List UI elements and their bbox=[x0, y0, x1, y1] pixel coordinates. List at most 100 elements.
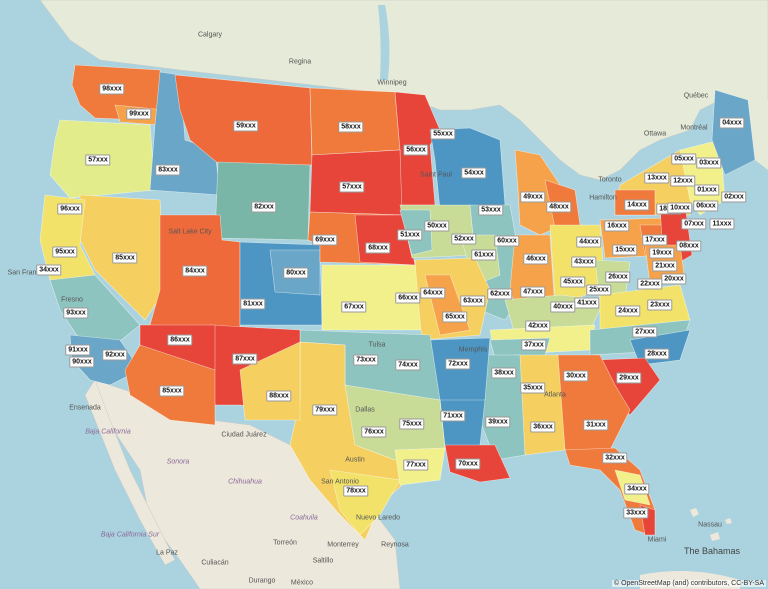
zip-region-label[interactable]: 65xxx bbox=[442, 311, 468, 323]
zip-region-label[interactable]: 05xxx bbox=[671, 153, 697, 165]
zip-region-label[interactable]: 12xxx bbox=[670, 175, 696, 187]
zip-region-label[interactable]: 08xxx bbox=[676, 240, 702, 252]
zip-region-label[interactable]: 04xxx bbox=[719, 117, 745, 129]
zip-region-label[interactable]: 42xxx bbox=[525, 320, 551, 332]
zip-region-label[interactable]: 22xxx bbox=[637, 278, 663, 290]
zip-region-label[interactable]: 44xxx bbox=[576, 236, 602, 248]
zip-region-label[interactable]: 79xxx bbox=[312, 404, 338, 416]
zip-region-label[interactable]: 61xxx bbox=[471, 249, 497, 261]
zip-region-label[interactable]: 06xxx bbox=[693, 200, 719, 212]
zip-region-label[interactable]: 21xxx bbox=[652, 260, 678, 272]
map-attribution[interactable]: © OpenStreetMap (and) contributors, CC-B… bbox=[611, 580, 766, 587]
zip-region-label[interactable]: 10xxx bbox=[667, 202, 693, 214]
zip-region-label[interactable]: 39xxx bbox=[485, 416, 511, 428]
zip-region-label[interactable]: 41xxx bbox=[574, 297, 600, 309]
zip-region-label[interactable]: 77xxx bbox=[403, 459, 429, 471]
zip-region-label[interactable]: 57xxx bbox=[85, 154, 111, 166]
zip-region-label[interactable]: 13xxx bbox=[644, 172, 670, 184]
zip-region-label[interactable]: 53xxx bbox=[478, 204, 504, 216]
zip-region-label[interactable]: 57xxx bbox=[339, 181, 365, 193]
zip-region-label[interactable]: 58xxx bbox=[338, 121, 364, 133]
zip-region-label[interactable]: 52xxx bbox=[451, 233, 477, 245]
place-name-label: Ciudad Juárez bbox=[221, 431, 267, 439]
zip-region-label[interactable]: 81xxx bbox=[240, 298, 266, 310]
zip-region-label[interactable]: 43xxx bbox=[571, 256, 597, 268]
zip-region-label[interactable]: 74xxx bbox=[395, 359, 421, 371]
zip-region-label[interactable]: 85xxx bbox=[159, 385, 185, 397]
zip-region-label[interactable]: 35xxx bbox=[520, 382, 546, 394]
zip-region-label[interactable]: 20xxx bbox=[661, 273, 687, 285]
zip-region-label[interactable]: 99xxx bbox=[126, 108, 152, 120]
zip-region-label[interactable]: 15xxx bbox=[612, 244, 638, 256]
zip-region-label[interactable]: 33xxx bbox=[623, 507, 649, 519]
zip-region-label[interactable]: 29xxx bbox=[616, 372, 642, 384]
zip-region-label[interactable]: 67xxx bbox=[341, 301, 367, 313]
zip-region-label[interactable]: 55xxx bbox=[430, 128, 456, 140]
zip-region-label[interactable]: 69xxx bbox=[312, 234, 338, 246]
zip-region-label[interactable]: 28xxx bbox=[644, 348, 670, 360]
zip-region-label[interactable]: 84xxx bbox=[182, 265, 208, 277]
zip-region-label[interactable]: 80xxx bbox=[283, 267, 309, 279]
zip-region-label[interactable]: 86xxx bbox=[167, 334, 193, 346]
zip-region-label[interactable]: 23xxx bbox=[647, 299, 673, 311]
zip-region-label[interactable]: 01xxx bbox=[694, 184, 720, 196]
zip-region-label[interactable]: 85xxx bbox=[112, 252, 138, 264]
zip-region-label[interactable]: 87xxx bbox=[232, 353, 258, 365]
zip-region-label[interactable]: 91xxx bbox=[65, 344, 91, 356]
zip-region-label[interactable]: 40xxx bbox=[550, 301, 576, 313]
zip-region-label[interactable]: 24xxx bbox=[615, 305, 641, 317]
zip-region-label[interactable]: 37xxx bbox=[521, 339, 547, 351]
zip-region-label[interactable]: 26xxx bbox=[605, 271, 631, 283]
zip-region-label[interactable]: 46xxx bbox=[523, 253, 549, 265]
zip-region-label[interactable]: 92xxx bbox=[102, 349, 128, 361]
zip-region-label[interactable]: 49xxx bbox=[520, 191, 546, 203]
zip-region-label[interactable]: 14xxx bbox=[624, 199, 650, 211]
zip-region-label[interactable]: 88xxx bbox=[266, 390, 292, 402]
zip-region-label[interactable]: 19xxx bbox=[649, 247, 675, 259]
zip-region-label[interactable]: 02xxx bbox=[721, 191, 747, 203]
zip-region-label[interactable]: 96xxx bbox=[57, 203, 83, 215]
zip-region-label[interactable]: 03xxx bbox=[696, 157, 722, 169]
zip-region-label[interactable]: 25xxx bbox=[586, 284, 612, 296]
zip-region-label[interactable]: 75xxx bbox=[399, 418, 425, 430]
zip-region-label[interactable]: 72xxx bbox=[445, 358, 471, 370]
zip-region-label[interactable]: 59xxx bbox=[233, 120, 259, 132]
zip-region-label[interactable]: 27xxx bbox=[632, 326, 658, 338]
zip-region-label[interactable]: 66xxx bbox=[395, 292, 421, 304]
zip-region-label[interactable]: 93xxx bbox=[63, 307, 89, 319]
zip-region-label[interactable]: 95xxx bbox=[52, 246, 78, 258]
zip-region-label[interactable]: 78xxx bbox=[343, 485, 369, 497]
zip-region-label[interactable]: 16xxx bbox=[604, 220, 630, 232]
zip-region-label[interactable]: 98xxx bbox=[99, 83, 125, 95]
zip-region-label[interactable]: 62xxx bbox=[487, 288, 513, 300]
zip-region-label[interactable]: 71xxx bbox=[440, 410, 466, 422]
zip-region-label[interactable]: 30xxx bbox=[563, 370, 589, 382]
zip-region-label[interactable]: 51xxx bbox=[397, 229, 423, 241]
zip-region-label[interactable]: 68xxx bbox=[365, 242, 391, 254]
zip-region-label[interactable]: 70xxx bbox=[455, 458, 481, 470]
zip-region-label[interactable]: 07xxx bbox=[681, 218, 707, 230]
zip-region-label[interactable]: 83xxx bbox=[155, 164, 181, 176]
zip-region-label[interactable]: 73xxx bbox=[353, 354, 379, 366]
zip-region-label[interactable]: 36xxx bbox=[530, 421, 556, 433]
zip-region-label[interactable]: 48xxx bbox=[546, 201, 572, 213]
zip-region-label[interactable]: 45xxx bbox=[560, 276, 586, 288]
zip-region-label[interactable]: 63xxx bbox=[460, 295, 486, 307]
zip-region-label[interactable]: 34xxx bbox=[624, 483, 650, 495]
zip-region-label[interactable]: 47xxx bbox=[520, 286, 546, 298]
zip-region-label[interactable]: 56xxx bbox=[403, 144, 429, 156]
zip-region-label[interactable]: 38xxx bbox=[491, 367, 517, 379]
zip-region-label[interactable]: 60xxx bbox=[494, 235, 520, 247]
zip-region-label[interactable]: 54xxx bbox=[461, 167, 487, 179]
zip-region-label[interactable]: 82xxx bbox=[251, 201, 277, 213]
zip-region-label[interactable]: 11xxx bbox=[709, 218, 735, 230]
zip-region-label[interactable]: 34xxx bbox=[36, 264, 62, 276]
zip-region-label[interactable]: 32xxx bbox=[602, 452, 628, 464]
zip-region-label[interactable]: 17xxx bbox=[642, 234, 668, 246]
zip-region-label[interactable]: 50xxx bbox=[424, 220, 450, 232]
zip-region-label[interactable]: 64xxx bbox=[420, 287, 446, 299]
zip-region-label[interactable]: 76xxx bbox=[361, 426, 387, 438]
zip-region-label[interactable]: 31xxx bbox=[583, 419, 609, 431]
zip-region-label[interactable]: 90xxx bbox=[69, 356, 95, 368]
